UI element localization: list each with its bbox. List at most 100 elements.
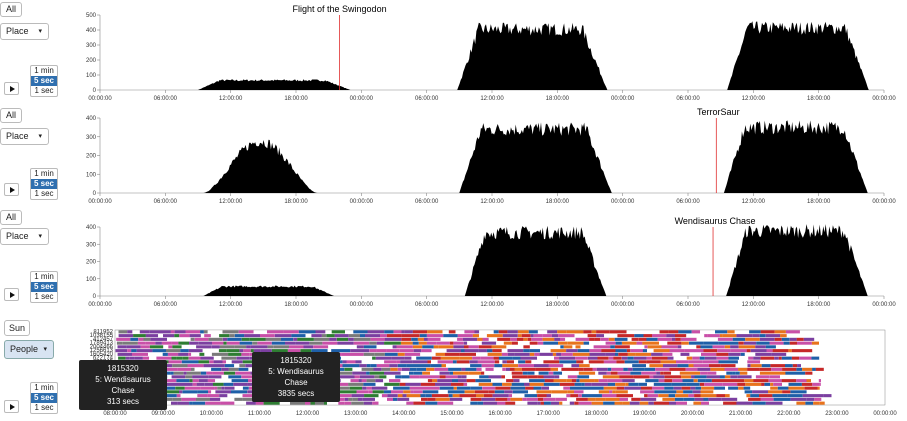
heatmap-cell <box>657 337 672 341</box>
heatmap-cell <box>534 352 540 356</box>
heatmap-cell <box>393 386 410 390</box>
heatmap-cell <box>498 330 508 334</box>
heatmap-cell <box>726 371 733 375</box>
heatmap-cell <box>512 390 529 394</box>
all-button[interactable]: All <box>0 2 22 17</box>
resolution-option-selected[interactable]: 5 sec <box>31 76 57 86</box>
heatmap-cell <box>217 382 224 386</box>
heatmap-cell <box>697 379 706 383</box>
heatmap-cell <box>638 382 647 386</box>
heatmap-cell <box>802 394 818 398</box>
resolution-option[interactable]: 1 sec <box>34 292 54 301</box>
heatmap-cell <box>351 401 364 405</box>
heatmap-cell <box>598 390 610 394</box>
place-dropdown-label: Place <box>6 131 29 141</box>
all-button[interactable]: All <box>0 108 22 123</box>
resolution-option-selected[interactable]: 5 sec <box>31 282 57 292</box>
resolution-option[interactable]: 1 min <box>34 66 54 75</box>
all-button[interactable]: All <box>0 210 22 225</box>
resolution-selector[interactable]: 1 min 5 sec 1 sec <box>30 271 58 303</box>
heatmap-cell <box>542 334 552 338</box>
heatmap-cell <box>517 330 529 334</box>
resolution-option[interactable]: 1 sec <box>34 189 54 198</box>
x-tick-label: 18:00:00 <box>807 96 831 102</box>
heatmap-cell <box>512 356 521 360</box>
place-dropdown[interactable]: Place ▾ <box>0 128 49 145</box>
heatmap-cell <box>204 334 211 338</box>
resolution-option[interactable]: 1 min <box>34 272 54 281</box>
heatmap-cell <box>230 390 248 394</box>
play-button[interactable] <box>4 82 19 95</box>
resolution-option[interactable]: 1 sec <box>34 403 54 412</box>
heatmap-cell <box>617 334 635 338</box>
resolution-option-selected[interactable]: 5 sec <box>31 393 57 403</box>
heatmap-cell <box>811 379 819 383</box>
heatmap-cell <box>426 367 435 371</box>
heatmap-cell <box>523 345 530 349</box>
heatmap-cell <box>345 330 354 334</box>
heatmap-cell <box>370 337 385 341</box>
heatmap-cell <box>691 375 695 379</box>
play-button[interactable] <box>4 288 19 301</box>
heatmap-cell <box>818 379 821 383</box>
play-button[interactable] <box>4 400 19 413</box>
x-tick-label: 23:00:00 <box>825 411 849 417</box>
heatmap-cell <box>384 352 398 356</box>
resolution-selector[interactable]: 1 min 5 sec 1 sec <box>30 168 58 200</box>
resolution-selector[interactable]: 1 min 5 sec 1 sec <box>30 65 58 97</box>
resolution-selector[interactable]: 1 min 5 sec 1 sec <box>30 382 58 414</box>
heatmap-cell <box>379 375 387 379</box>
x-tick-label: 18:00:00 <box>585 411 609 417</box>
heatmap-cell <box>759 334 766 338</box>
play-button[interactable] <box>4 183 19 196</box>
heatmap-cell <box>692 334 705 338</box>
heatmap-cell <box>750 386 765 390</box>
heatmap-cell <box>712 345 725 349</box>
heatmap-cell <box>305 334 312 338</box>
heatmap-cell <box>179 334 190 338</box>
heatmap-cell <box>615 382 626 386</box>
heatmap-cell <box>514 360 519 364</box>
heatmap-cell <box>523 337 528 341</box>
heatmap-cell <box>384 382 400 386</box>
heatmap-cell <box>694 375 707 379</box>
heatmap-cell <box>359 364 367 368</box>
resolution-option[interactable]: 1 sec <box>34 86 54 95</box>
resolution-option[interactable]: 1 min <box>34 383 54 392</box>
heatmap-cell <box>200 330 204 334</box>
resolution-option[interactable]: 1 min <box>34 169 54 178</box>
heatmap-cell <box>627 337 632 341</box>
heatmap-cell <box>171 341 179 345</box>
heatmap-cell <box>425 375 440 379</box>
people-dropdown[interactable]: People ▾ <box>4 340 54 359</box>
heatmap-cell <box>486 334 503 338</box>
heatmap-cell <box>578 394 582 398</box>
heatmap-cell <box>531 360 544 364</box>
sun-button[interactable]: Sun <box>4 320 30 336</box>
x-tick-label: 18:00:00 <box>807 199 831 205</box>
heatmap-cell <box>548 371 554 375</box>
heatmap-cell <box>203 330 208 334</box>
heatmap-cell <box>764 382 771 386</box>
heatmap-cell <box>435 352 445 356</box>
heatmap-cell <box>610 345 615 349</box>
heatmap-cell <box>764 386 771 390</box>
heatmap-cell <box>402 394 407 398</box>
heatmap-cell <box>577 375 590 379</box>
heatmap-cell <box>203 364 214 368</box>
heatmap-cell <box>287 349 301 353</box>
heatmap-cell <box>226 349 240 353</box>
heatmap-cell <box>368 390 373 394</box>
y-tick-label: 500 <box>86 13 97 19</box>
x-tick-label: 12:00:00 <box>219 96 243 102</box>
heatmap-cell <box>472 334 479 338</box>
heatmap-cell <box>738 367 747 371</box>
place-dropdown[interactable]: Place ▾ <box>0 228 49 245</box>
heatmap-cell <box>805 371 813 375</box>
heatmap-cell <box>224 386 235 390</box>
x-tick-label: 12:00:00 <box>219 199 243 205</box>
heatmap-cell <box>576 360 584 364</box>
heatmap-cell <box>448 394 453 398</box>
place-dropdown[interactable]: Place ▾ <box>0 23 49 40</box>
resolution-option-selected[interactable]: 5 sec <box>31 179 57 189</box>
